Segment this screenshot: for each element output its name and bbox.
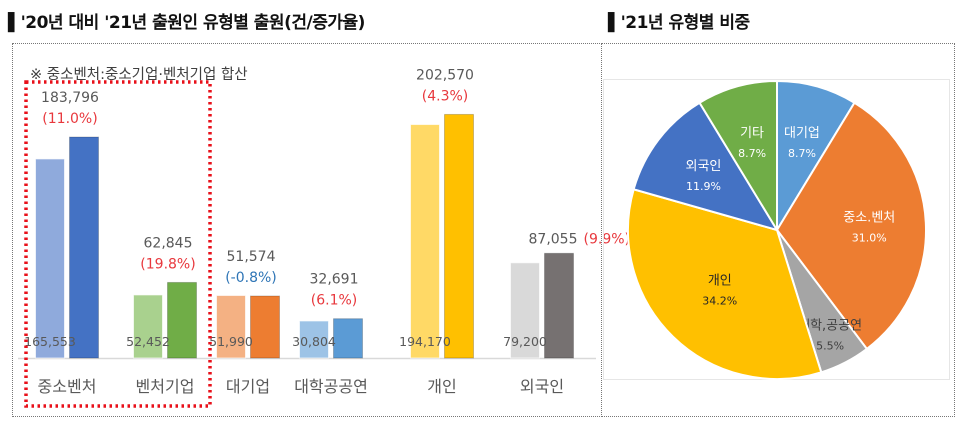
bar-2021 <box>544 252 574 359</box>
growth-label: (-0.8%) <box>225 270 277 286</box>
slice-percent: 31.0% <box>852 231 887 244</box>
growth-label: (9.9%) <box>584 231 631 247</box>
slice-percent: 8.7% <box>788 147 816 160</box>
category-label: 외국인 <box>520 377 564 396</box>
bar-chart-note: ※ 중소벤처:중소기업·벤처기업 합산 <box>30 66 248 83</box>
value-label-2020: 79,200 <box>503 334 547 349</box>
bar-2021 <box>333 318 363 359</box>
slice-percent: 8.7% <box>738 147 766 160</box>
category-label: 개인 <box>427 377 456 396</box>
slice-label: 외국인 <box>686 159 722 174</box>
value-label-2020: 194,170 <box>399 334 451 349</box>
slice-label: 기타 <box>740 126 764 141</box>
slice-label: 중소.벤처 <box>843 210 895 225</box>
value-label-2021: 51,574 <box>227 249 276 265</box>
category-label: 중소벤처 <box>38 377 97 396</box>
bar-2021 <box>69 136 99 359</box>
highlight-box <box>24 80 212 408</box>
pie-slice <box>627 188 823 380</box>
value-label-2020: 30,804 <box>292 334 336 349</box>
value-label-2021: 183,796 <box>41 90 99 106</box>
bar-2020 <box>410 124 440 359</box>
value-label-2021: 87,055 <box>529 231 578 247</box>
bar-2020 <box>133 294 163 359</box>
slice-percent: 34.2% <box>702 295 737 308</box>
bar-2021 <box>444 113 474 359</box>
slice-label: 대기업 <box>784 126 820 141</box>
pie-chart-title: ▌'21년 유형별 비중 <box>608 13 750 33</box>
growth-label: (4.3%) <box>422 88 469 104</box>
category-label: 대기업 <box>226 377 270 396</box>
value-label-2020: 51,990 <box>209 334 253 349</box>
pie-slice <box>775 101 927 351</box>
value-label-2021: 62,845 <box>144 235 193 251</box>
slice-label: 개인 <box>708 274 732 289</box>
category-label: 벤처기업 <box>136 377 195 396</box>
growth-label: (6.1%) <box>311 293 358 309</box>
bar-2021 <box>167 281 197 359</box>
pie-slice <box>632 101 780 232</box>
slice-percent: 11.9% <box>686 180 721 193</box>
bar-2020 <box>510 262 540 359</box>
bar-2020 <box>35 158 65 359</box>
value-label-2021: 202,570 <box>416 67 474 83</box>
bar-chart-title: ▌'20년 대비 '21년 출원인 유형별 출원(건/증가율) <box>8 13 365 33</box>
growth-label: (11.0%) <box>42 111 97 127</box>
growth-label: (19.8%) <box>140 256 195 272</box>
bar-2020 <box>216 294 246 359</box>
value-label-2020: 52,452 <box>126 334 170 349</box>
value-label-2020: 165,553 <box>24 334 76 349</box>
value-label-2021: 32,691 <box>310 272 359 288</box>
bar-2020 <box>299 320 329 359</box>
slice-percent: 5.5% <box>816 339 844 352</box>
pie-slice <box>776 79 856 234</box>
category-label: 대학공공연 <box>294 377 368 396</box>
pie-slice <box>698 79 778 234</box>
bar-2021 <box>250 295 280 359</box>
pie-panel <box>601 43 955 417</box>
slice-label: 대학,공공연 <box>798 318 862 333</box>
